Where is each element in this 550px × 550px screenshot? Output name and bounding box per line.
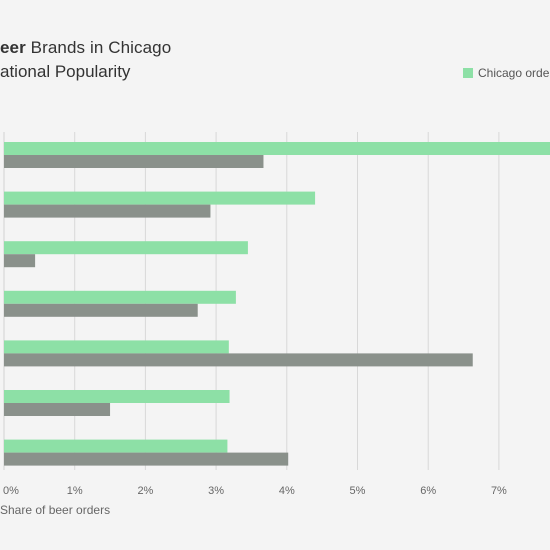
x-tick-label: 0% <box>3 485 19 497</box>
bar-chicago <box>4 191 316 205</box>
bar-chicago <box>4 290 236 304</box>
chart-title-bold: eer <box>0 38 26 57</box>
x-tick-label: 5% <box>350 485 366 497</box>
bar-national <box>4 204 211 218</box>
x-tick-labels: 0% 1% 2% 3% 4% 5% 6% 7% <box>3 485 507 497</box>
bars <box>4 142 550 466</box>
x-tick-label: 2% <box>137 485 153 497</box>
bar-chicago <box>4 340 229 354</box>
chart-title: eer Brands in Chicago <box>0 38 171 58</box>
bar-chicago <box>4 241 248 255</box>
bar-chicago <box>4 390 230 403</box>
bar-national <box>4 155 264 168</box>
x-tick-label: 6% <box>420 485 436 497</box>
chart-title-rest: Brands in Chicago <box>25 38 172 57</box>
bar-national <box>4 403 111 416</box>
bar-national <box>4 254 36 268</box>
legend: Chicago order <box>463 66 550 80</box>
x-tick-label: 1% <box>67 485 83 497</box>
legend-label-chicago: Chicago order <box>478 66 550 80</box>
legend-swatch-chicago <box>463 68 473 78</box>
x-axis-label: Share of beer orders <box>0 503 111 517</box>
bar-national <box>4 353 473 367</box>
x-tick-label: 3% <box>208 485 224 497</box>
bar-chicago <box>4 439 228 453</box>
bar-national <box>4 303 198 317</box>
bar-national <box>4 452 289 466</box>
x-tick-label: 7% <box>491 485 507 497</box>
x-tick-label: 4% <box>279 485 295 497</box>
bar-chicago <box>4 142 550 155</box>
chart-subtitle: ational Popularity <box>0 62 131 81</box>
